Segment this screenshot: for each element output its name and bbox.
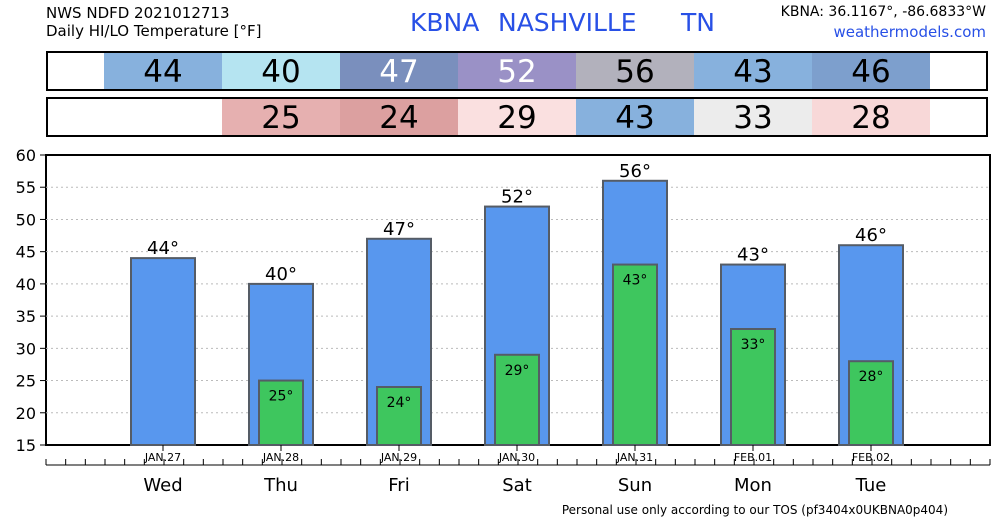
low-temp-label: 25° xyxy=(269,389,294,405)
high-temp-label: 40° xyxy=(265,264,297,285)
low-temp-label: 33° xyxy=(741,337,766,353)
low-temp-cell: 33 xyxy=(694,99,812,136)
site-link[interactable]: weathermodels.com xyxy=(833,23,986,41)
high-temp-label: 43° xyxy=(737,245,769,266)
low-temp-cell: 29 xyxy=(458,99,576,136)
terms-footer: Personal use only according to our TOS (… xyxy=(561,503,948,517)
y-tick-label: 15 xyxy=(16,436,36,455)
date-label: JAN.31 xyxy=(616,451,653,464)
day-label: Sun xyxy=(618,475,652,496)
high-temp-label: 56° xyxy=(619,161,651,182)
low-temp-bar xyxy=(258,379,304,446)
day-label: Tue xyxy=(855,475,887,496)
high-temp-cell: 52 xyxy=(458,53,576,90)
date-label: FEB.02 xyxy=(852,451,890,464)
day-label: Wed xyxy=(143,475,182,496)
y-tick-label: 30 xyxy=(16,339,36,358)
high-temp-label: 47° xyxy=(383,219,415,240)
low-temp-bar xyxy=(848,360,894,447)
day-label: Sat xyxy=(502,475,532,496)
high-temp-cell: 40 xyxy=(222,53,340,90)
date-label: JAN.27 xyxy=(144,451,181,464)
low-temp-cell xyxy=(104,99,222,135)
y-tick-label: 25 xyxy=(16,372,36,391)
date-label: FEB.01 xyxy=(734,451,772,464)
y-tick-label: 55 xyxy=(16,178,36,197)
station-id-text: KBNA xyxy=(410,8,480,37)
station-coordinates: KBNA: 36.1167°, -86.6833°W xyxy=(780,4,986,20)
chart-title: Daily HI/LO Temperature [°F] xyxy=(46,22,262,40)
date-label: JAN.28 xyxy=(262,451,299,464)
low-temp-bar xyxy=(612,263,658,446)
high-temp-strip: 44 40 47 52 56 43 46 xyxy=(46,51,988,91)
y-tick-label: 60 xyxy=(16,146,36,165)
high-temp-bar xyxy=(130,257,196,446)
low-temp-cell: 24 xyxy=(340,99,458,136)
day-label: Mon xyxy=(734,475,772,496)
date-label: JAN.29 xyxy=(380,451,417,464)
date-label: JAN.30 xyxy=(498,451,535,464)
low-temp-strip: 25 24 29 43 33 28 xyxy=(46,97,988,137)
low-temp-bar xyxy=(730,328,776,446)
low-temp-label: 29° xyxy=(505,363,530,379)
high-temp-cell: 46 xyxy=(812,53,930,90)
station-name: NASHVILLE xyxy=(498,8,637,37)
high-temp-cell: 47 xyxy=(340,53,458,90)
low-temp-cell: 28 xyxy=(812,99,930,136)
low-temp-cell: 25 xyxy=(222,99,340,136)
y-tick-label: 45 xyxy=(16,243,36,262)
high-temp-label: 52° xyxy=(501,187,533,208)
y-tick-label: 50 xyxy=(16,210,36,229)
high-temp-label: 46° xyxy=(855,225,887,246)
y-tick-label: 35 xyxy=(16,307,36,326)
high-temp-cell: 56 xyxy=(576,53,694,90)
low-temp-label: 43° xyxy=(623,273,648,289)
low-temp-cell: 43 xyxy=(576,99,694,136)
high-temp-label: 44° xyxy=(147,238,179,259)
y-tick-label: 40 xyxy=(16,275,36,294)
low-temp-label: 28° xyxy=(859,369,884,385)
low-temp-label: 24° xyxy=(387,395,412,411)
high-temp-cell: 44 xyxy=(104,53,222,90)
y-tick-label: 20 xyxy=(16,404,36,423)
day-label: Thu xyxy=(263,475,298,496)
station-state: TN xyxy=(681,8,715,37)
low-temp-bar xyxy=(494,353,540,446)
chart-source-label: NWS NDFD 2021012713 xyxy=(46,4,230,22)
low-temp-bar xyxy=(376,386,422,446)
high-temp-cell: 43 xyxy=(694,53,812,90)
day-label: Fri xyxy=(388,475,409,496)
